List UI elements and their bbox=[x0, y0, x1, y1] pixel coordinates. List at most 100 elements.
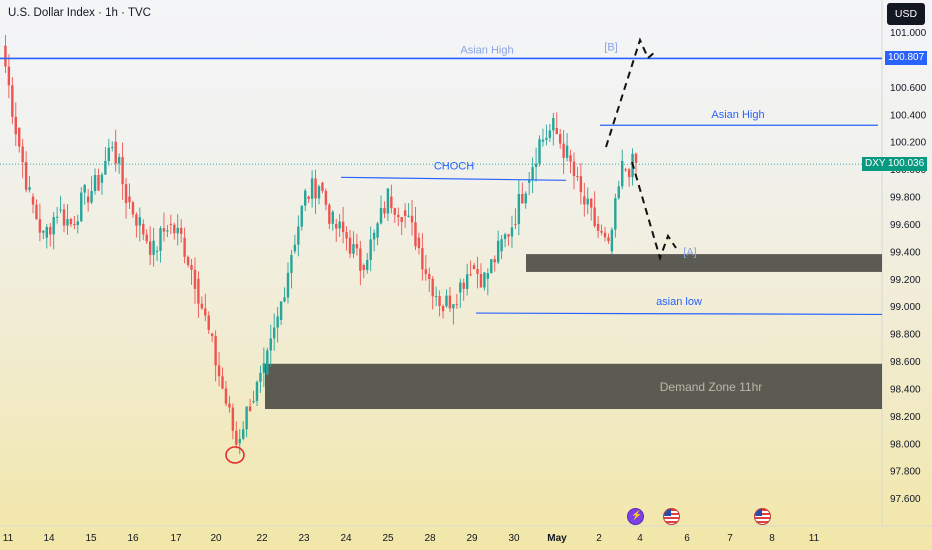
annotation-label: CHOCH bbox=[434, 160, 474, 172]
annotation-label: Asian High bbox=[460, 44, 513, 56]
candle-body bbox=[166, 230, 169, 232]
candle-body bbox=[431, 278, 434, 297]
candle-body bbox=[627, 169, 631, 178]
candle-body bbox=[321, 182, 324, 191]
x-tick-label: 7 bbox=[727, 533, 733, 544]
candle-body bbox=[403, 210, 407, 217]
candle-body bbox=[38, 219, 42, 233]
candle-body bbox=[579, 176, 583, 193]
candle-body bbox=[262, 363, 266, 373]
candle-body bbox=[417, 237, 421, 249]
candle-body bbox=[414, 222, 417, 247]
candle-body bbox=[18, 127, 21, 147]
candle-body bbox=[173, 224, 176, 234]
candle-body bbox=[424, 269, 428, 274]
candle-body bbox=[73, 223, 76, 226]
candle-body bbox=[76, 221, 80, 226]
candle-body bbox=[59, 209, 62, 211]
x-tick-label: 30 bbox=[508, 533, 520, 544]
candle-body bbox=[624, 169, 627, 171]
candle-body bbox=[545, 137, 548, 140]
candle-body bbox=[241, 429, 245, 439]
candle-body bbox=[496, 240, 500, 263]
x-tick-label: 8 bbox=[769, 533, 775, 544]
candle-body bbox=[324, 190, 328, 205]
candle-body bbox=[138, 217, 142, 226]
currency-button[interactable]: USD bbox=[887, 3, 925, 25]
candle-body bbox=[97, 174, 100, 191]
candle-body bbox=[372, 232, 376, 240]
candle-body bbox=[345, 232, 348, 239]
candle-body bbox=[121, 157, 124, 185]
candle-body bbox=[359, 248, 362, 271]
candle-body bbox=[510, 227, 514, 237]
candle-body bbox=[193, 269, 197, 289]
candle-body bbox=[155, 250, 159, 252]
annotation-label: [A] bbox=[683, 246, 696, 258]
candle-body bbox=[131, 202, 135, 215]
candle-body bbox=[314, 178, 317, 199]
candle-body bbox=[459, 282, 462, 293]
candle-body bbox=[524, 193, 527, 204]
candle-body bbox=[93, 174, 97, 192]
candle-body bbox=[386, 188, 390, 214]
candle-body bbox=[479, 274, 483, 288]
candle-body bbox=[348, 237, 352, 254]
candle-body bbox=[145, 234, 148, 242]
us-flag-icon[interactable] bbox=[754, 508, 771, 525]
y-tick-label: 99.200 bbox=[890, 275, 921, 286]
candle-body bbox=[104, 161, 107, 175]
candle-body bbox=[190, 265, 193, 270]
us-flag-icon[interactable] bbox=[663, 508, 680, 525]
candle-body bbox=[152, 240, 155, 255]
candle-body bbox=[248, 406, 252, 412]
candle-body bbox=[438, 296, 441, 307]
candle-body bbox=[531, 167, 534, 181]
y-tick-label: 100.600 bbox=[890, 83, 927, 94]
y-tick-label: 97.800 bbox=[890, 467, 921, 478]
choch-line bbox=[340, 176, 567, 181]
candle-body bbox=[214, 336, 217, 366]
candle-body bbox=[204, 308, 207, 316]
candle-body bbox=[179, 227, 183, 234]
annotation-label: [B] bbox=[604, 41, 617, 53]
candle-body bbox=[42, 230, 45, 233]
candle-body bbox=[614, 198, 617, 230]
annotation-label: Asian High bbox=[711, 109, 764, 121]
candle-body bbox=[590, 198, 593, 208]
candle-body bbox=[486, 273, 490, 279]
bolt-icon[interactable] bbox=[627, 508, 644, 525]
candle-body bbox=[238, 438, 241, 444]
zone-rect bbox=[265, 363, 882, 410]
x-tick-label: 15 bbox=[85, 533, 97, 544]
candle-body bbox=[410, 215, 414, 223]
candle-body bbox=[362, 265, 365, 270]
candle-body bbox=[11, 85, 14, 117]
candle-body bbox=[169, 223, 173, 225]
x-tick-label: 11 bbox=[3, 533, 14, 544]
x-tick-label: 23 bbox=[298, 533, 310, 544]
candle-body bbox=[534, 163, 538, 168]
y-tick-label: 98.400 bbox=[890, 384, 921, 395]
candle-body bbox=[445, 295, 448, 307]
candle-body bbox=[455, 304, 459, 306]
x-tick-label: 4 bbox=[637, 533, 643, 544]
candle-body bbox=[35, 204, 38, 220]
candle-body bbox=[21, 146, 24, 163]
candle-body bbox=[369, 239, 372, 260]
candle-body bbox=[541, 139, 545, 142]
candle-body bbox=[465, 274, 469, 289]
candle-body bbox=[45, 226, 48, 238]
candle-body bbox=[186, 256, 190, 266]
candle-body bbox=[558, 134, 562, 144]
candle-body bbox=[586, 198, 589, 205]
candle-body bbox=[552, 117, 555, 131]
candle-body bbox=[162, 228, 166, 232]
candle-body bbox=[52, 217, 55, 235]
candle-body bbox=[514, 223, 517, 225]
candle-body bbox=[596, 223, 600, 231]
y-tick-label: 100.200 bbox=[890, 138, 927, 149]
candle-body bbox=[483, 272, 486, 288]
